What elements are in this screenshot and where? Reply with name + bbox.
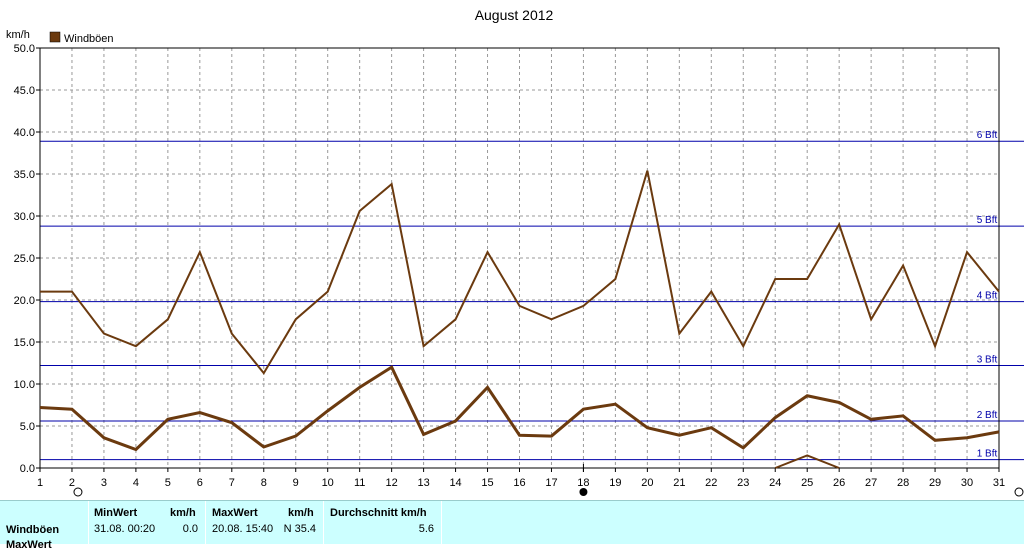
x-tick-label: 13 xyxy=(417,477,429,489)
axes: 1 2 3 4 5 6 7 8 9 10 11 12 13 14 15 16 17 18 19 20 21 22 23 24 2… xyxy=(14,43,1006,489)
legend-label: Windböen xyxy=(64,33,114,45)
x-tick-label: 5 xyxy=(165,477,171,489)
max-header: MaxWert xyxy=(212,507,258,519)
chart-title: August 2012 xyxy=(475,7,554,23)
y-tick-label: 25.0 xyxy=(14,253,35,265)
x-tick-label: 16 xyxy=(513,477,525,489)
min-unit-header: km/h xyxy=(170,507,196,519)
x-tick-label: 12 xyxy=(386,477,398,489)
y-tick-label: 15.0 xyxy=(14,337,35,349)
x-tick-label: 9 xyxy=(293,477,299,489)
series-line-mean xyxy=(39,365,1000,452)
max-unit-header: km/h xyxy=(288,507,314,519)
x-tick-label: 31 xyxy=(993,477,1005,489)
row-label-2: MaxWert xyxy=(6,539,52,551)
y-tick-label: 0.0 xyxy=(20,463,35,475)
x-tick-label: 4 xyxy=(133,477,139,489)
y-tick-label: 20.0 xyxy=(14,295,35,307)
full-moon-icon xyxy=(579,488,588,496)
avg-header: Durchschnitt km/h xyxy=(330,507,427,519)
y-tick-label: 45.0 xyxy=(14,85,35,97)
x-tick-label: 27 xyxy=(865,477,877,489)
x-tick-label: 15 xyxy=(481,477,493,489)
series-lines xyxy=(39,170,1000,469)
x-tick-label: 20 xyxy=(641,477,653,489)
x-tick-label: 23 xyxy=(737,477,749,489)
x-tick-label: 17 xyxy=(545,477,557,489)
x-tick-label: 1 xyxy=(37,477,43,489)
x-tick-label: 8 xyxy=(261,477,267,489)
beaufort-label: 4 Bft xyxy=(977,291,998,302)
max-time: 20.08. 15:40 xyxy=(212,523,274,535)
y-tick-label: 5.0 xyxy=(20,421,35,433)
x-tick-label: 26 xyxy=(833,477,845,489)
y-tick-label: 50.0 xyxy=(14,43,35,55)
x-tick-label: 10 xyxy=(322,477,334,489)
x-tick-label: 22 xyxy=(705,477,717,489)
plot-border xyxy=(39,47,1000,469)
x-tick-label: 30 xyxy=(961,477,973,489)
min-header: MinWert xyxy=(94,507,138,519)
y-axis-label: km/h xyxy=(6,29,30,41)
beaufort-label: 6 Bft xyxy=(977,130,998,141)
row-label: Windböen xyxy=(6,524,60,536)
x-tick-label: 21 xyxy=(673,477,685,489)
x-tick-label: 29 xyxy=(929,477,941,489)
y-tick-label: 30.0 xyxy=(14,211,35,223)
moon-markers xyxy=(73,464,1024,497)
beaufort-label: 2 Bft xyxy=(977,410,998,421)
y-tick-label: 35.0 xyxy=(14,169,35,181)
min-time: 31.08. 00:20 xyxy=(94,523,156,535)
new-moon-icon xyxy=(1014,487,1024,497)
y-tick-label: 40.0 xyxy=(14,127,35,139)
statistics-panel: MinWert km/h MaxWert km/h Durchschnitt k… xyxy=(0,500,1024,551)
x-tick-label: 2 xyxy=(69,477,75,489)
beaufort-label: 3 Bft xyxy=(977,355,998,366)
y-tick-label: 10.0 xyxy=(14,379,35,391)
legend-swatch xyxy=(49,31,61,43)
beaufort-label: 1 Bft xyxy=(977,449,998,460)
min-value: 0.0 xyxy=(182,523,198,535)
x-tick-label: 7 xyxy=(229,477,235,489)
x-tick-label: 14 xyxy=(449,477,461,489)
series-line-max xyxy=(40,170,1000,375)
x-tick-label: 6 xyxy=(197,477,203,489)
x-tick-label: 18 xyxy=(577,477,589,489)
series-line-min xyxy=(774,454,840,469)
avg-value: 5.6 xyxy=(418,523,434,535)
new-moon-icon xyxy=(73,487,83,497)
grid xyxy=(40,48,999,468)
beaufort-lines: 1 Bft 2 Bft 3 Bft 4 Bft 5 Bft 6 Bft xyxy=(40,130,1024,461)
x-tick-label: 24 xyxy=(769,477,781,489)
x-tick-label: 19 xyxy=(609,477,621,489)
x-tick-label: 11 xyxy=(354,477,365,489)
max-value: N 35.4 xyxy=(283,523,316,535)
x-tick-label: 3 xyxy=(101,477,107,489)
x-tick-label: 28 xyxy=(897,477,909,489)
beaufort-label: 5 Bft xyxy=(977,215,998,226)
x-tick-label: 25 xyxy=(801,477,813,489)
